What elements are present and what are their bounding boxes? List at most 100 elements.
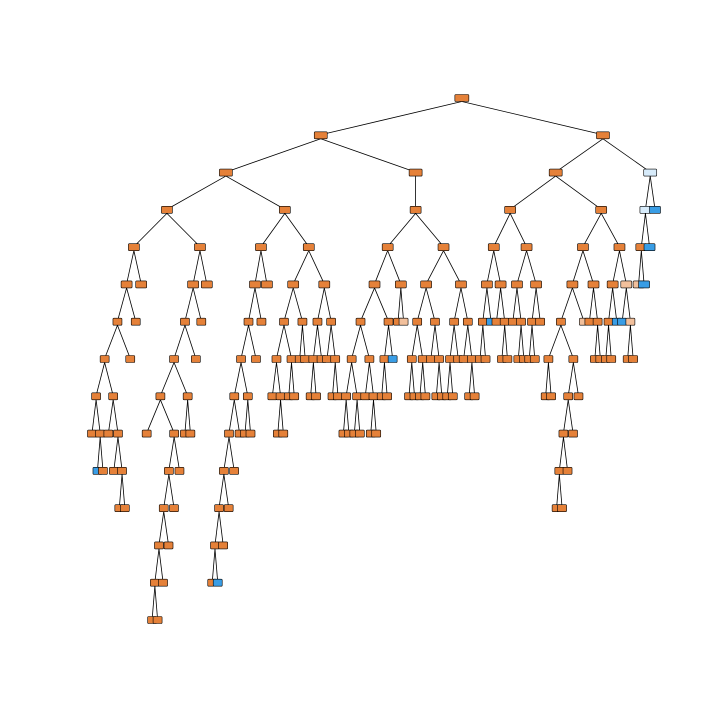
tree-edge-106 — [369, 362, 374, 396]
tree-edge-82 — [317, 287, 325, 322]
tree-split-node-57 — [236, 355, 246, 363]
tree-split-node-81 — [312, 317, 323, 326]
tree-edge-70 — [276, 325, 285, 359]
tree-edge-184 — [582, 250, 594, 285]
tree-leaf-node-202 — [643, 243, 656, 251]
tree-leaf-node-38 — [196, 317, 207, 326]
tree-edge-25 — [173, 325, 186, 359]
tree-split-node-129 — [445, 355, 455, 363]
tree-edge-26 — [160, 362, 175, 396]
tree-edge-197 — [625, 287, 631, 322]
tree-split-node-194 — [625, 317, 636, 326]
tree-leaf-node-40 — [200, 280, 213, 289]
tree-edge-114 — [387, 250, 402, 285]
tree-edge-117 — [415, 213, 444, 247]
tree-edge-122 — [411, 362, 415, 396]
tree-edge-65 — [254, 287, 262, 322]
tree-edge-108 — [373, 399, 377, 434]
tree-leaf-node-6 — [109, 467, 119, 475]
tree-edge-185 — [589, 287, 594, 322]
tree-split-node-206 — [596, 131, 610, 140]
tree-edge-83 — [312, 325, 318, 359]
tree-leaf-node-100 — [371, 429, 382, 438]
tree-split-node-71 — [286, 355, 297, 363]
tree-split-node-164 — [504, 206, 516, 214]
tree-leaf-node-128 — [447, 392, 458, 401]
tree-split-node-79 — [308, 355, 319, 363]
tree-edge-89 — [330, 325, 336, 359]
tree-edge-5 — [117, 287, 127, 322]
tree-leaf-node-78 — [311, 392, 321, 401]
tree-leaf-node-64 — [267, 392, 278, 401]
tree-edge-141 — [471, 362, 476, 396]
tree-edge-104 — [360, 325, 370, 359]
tree-edge-36 — [163, 511, 169, 545]
tree-split-node-67 — [275, 392, 286, 401]
tree-split-node-34 — [182, 392, 193, 401]
tree-edge-39 — [173, 362, 189, 396]
tree-split-node-146 — [481, 280, 493, 289]
tree-leaf-node-143 — [480, 355, 491, 363]
tree-edge-186 — [593, 287, 599, 322]
tree-edge-196 — [621, 287, 627, 322]
tree-leaf-node-191 — [617, 317, 628, 326]
tree-leaf-node-180 — [584, 317, 595, 326]
tree-edge-76 — [288, 362, 292, 396]
tree-edge-136 — [453, 325, 459, 359]
tree-leaf-node-166 — [546, 392, 556, 401]
tree-edge-92 — [320, 138, 416, 173]
tree-edge-118 — [425, 250, 444, 285]
tree-split-node-51 — [224, 429, 234, 438]
tree-edge-156 — [509, 213, 527, 247]
tree-edge-139 — [467, 325, 473, 359]
tree-split-node-138 — [437, 243, 450, 251]
tree-edge-51 — [228, 399, 235, 434]
tree-edge-162 — [526, 250, 537, 285]
tree-leaf-node-66 — [278, 429, 289, 438]
tree-edge-14 — [112, 399, 119, 434]
tree-edge-9 — [95, 399, 101, 434]
tree-leaf-node-48 — [223, 504, 234, 512]
tree-split-node-184 — [587, 280, 600, 289]
tree-split-node-172 — [558, 429, 569, 438]
tree-edge-110 — [384, 325, 389, 359]
tree-edge-206 — [649, 176, 656, 210]
tree-edge-45 — [225, 175, 286, 210]
tree-edge-169 — [572, 250, 584, 285]
tree-edge-199 — [630, 325, 634, 359]
tree-edge-29 — [168, 437, 175, 471]
tree-split-node-108 — [383, 317, 394, 326]
tree-edge-88 — [326, 325, 332, 359]
tree-split-node-140 — [408, 168, 423, 177]
tree-leaf-node-17 — [135, 280, 147, 289]
tree-edge-85 — [312, 362, 317, 396]
tree-edge-163 — [531, 287, 537, 322]
tree-edge-191 — [608, 287, 614, 322]
tree-split-node-136 — [462, 317, 473, 326]
tree-edge-103 — [356, 399, 361, 434]
tree-edges — [91, 101, 656, 620]
tree-edge-146 — [486, 250, 495, 285]
tree-edge-203 — [638, 250, 642, 284]
tree-split-node-126 — [420, 280, 432, 289]
tree-edge-182 — [572, 362, 579, 396]
tree-edge-144 — [509, 175, 556, 210]
tree-edge-121 — [408, 362, 413, 396]
tree-edge-78 — [292, 287, 303, 322]
tree-split-node-144 — [478, 317, 488, 326]
tree-leaf-node-159 — [529, 355, 540, 363]
tree-edge-7 — [95, 362, 106, 396]
tree-split-node-26 — [158, 504, 169, 512]
tree-split-node-63 — [255, 243, 267, 251]
tree-edge-132 — [453, 287, 462, 322]
tree-edge-66 — [260, 250, 268, 284]
tree-leaf-node-60 — [256, 317, 267, 326]
tree-edge-71 — [271, 362, 277, 396]
tree-edge-160 — [517, 325, 522, 359]
tree-split-node-3 — [95, 429, 105, 438]
tree-edge-97 — [351, 325, 361, 359]
tree-leaf-node-200 — [638, 280, 650, 289]
tree-edge-107 — [370, 399, 374, 434]
tree-edge-171 — [548, 325, 562, 359]
tree-edge-94 — [387, 213, 416, 247]
